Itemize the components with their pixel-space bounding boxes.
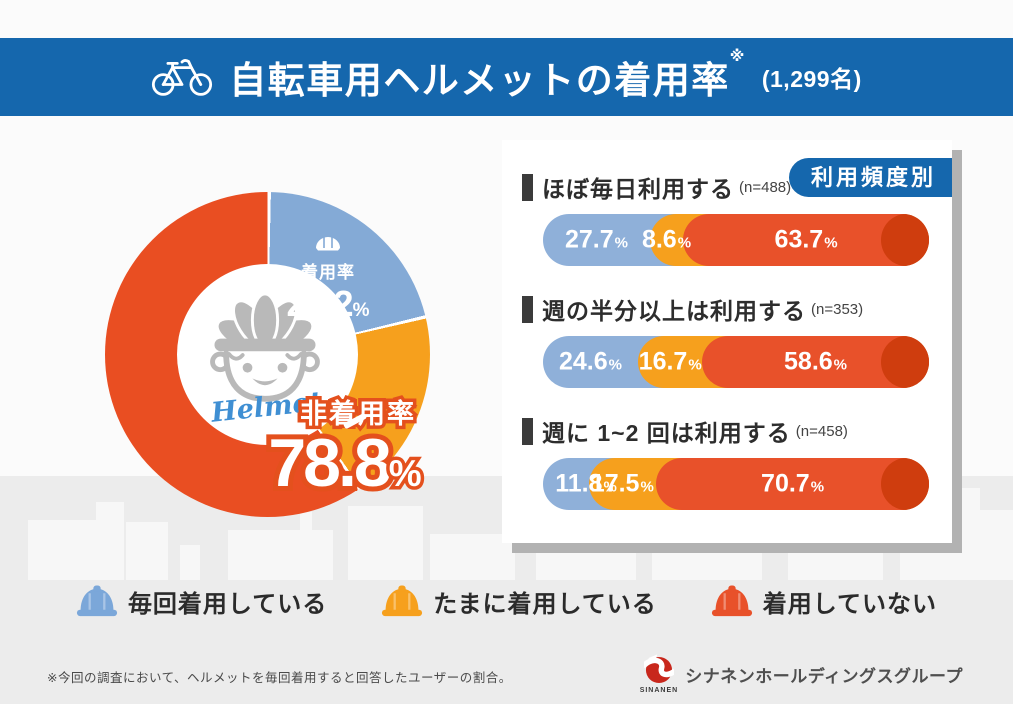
skyline-building: [430, 534, 515, 580]
bar-value-label: 17.5%: [590, 469, 654, 498]
bar-group: 週の半分以上は利用する (n=353) 24.6% 16.7% 58.6%: [522, 294, 934, 388]
skyline-building: [126, 522, 168, 580]
bar-group-title: ほぼ毎日利用する: [542, 176, 734, 202]
logo-mark: SINANEN: [640, 654, 679, 694]
wear-rate-title: 着用率: [301, 263, 355, 282]
hard-hat-icon: [76, 585, 118, 618]
bar-value-label: 70.7%: [761, 469, 825, 498]
bar-value-label: 63.7%: [774, 225, 838, 254]
bar-group: 週に 1~2 回は利用する (n=458) 11.8% 17.5% 70.7%: [522, 416, 934, 510]
legend-item: 着用していない: [711, 584, 937, 619]
bicycle-icon: [152, 59, 213, 96]
bar-value-label: 16.7%: [638, 347, 702, 376]
bar-cylinder-cap: [881, 458, 929, 510]
label-marker: [522, 417, 533, 445]
footnote: ※今回の調査において、ヘルメットを毎回着用すると回答したユーザーの割合。: [47, 671, 512, 685]
label-marker: [522, 173, 533, 201]
legend-item: たまに着用している: [381, 584, 657, 619]
skyline-building: [96, 502, 124, 580]
logo-company-name: シナネンホールディングスグループ: [685, 667, 963, 686]
bar-group-label-row: ほぼ毎日利用する (n=488): [522, 172, 934, 202]
donut-chart: Helmet 着用率 21.2% 非着用率 78.8%: [105, 192, 430, 517]
bar-group-label-row: 週に 1~2 回は利用する (n=458): [522, 416, 934, 446]
skyline-building: [348, 506, 423, 580]
stacked-bar: 27.7% 8.6% 63.7%: [543, 214, 929, 266]
stacked-bar: 24.6% 16.7% 58.6%: [543, 336, 929, 388]
skyline-building: [180, 545, 200, 580]
title-footnote-mark: ※: [729, 48, 746, 65]
bar-value-label: 8.6%: [641, 225, 692, 254]
label-marker: [522, 295, 533, 323]
legend-label: 着用していない: [762, 591, 938, 618]
page-title: 自転車用ヘルメットの着用率※: [229, 48, 746, 101]
bar-group-title: 週の半分以上は利用する: [542, 298, 806, 324]
stacked-bar: 11.8% 17.5% 70.7%: [543, 458, 929, 510]
skyline-building: [228, 530, 333, 580]
bar-value-label: 27.7%: [564, 225, 628, 254]
legend-label: 毎回着用している: [127, 591, 328, 618]
donut-center: Helmet: [177, 264, 358, 445]
bar-group-label-row: 週の半分以上は利用する (n=353): [522, 294, 934, 324]
bar-groups: ほぼ毎日利用する (n=488) 27.7% 8.6% 63.7% 週の半分以上は利…: [522, 172, 934, 538]
bar-value-label: 11.8%: [555, 469, 617, 498]
frequency-panel: 利用頻度別 ほぼ毎日利用する (n=488) 27.7% 8.6% 63.7% 週の…: [502, 140, 952, 543]
sample-size: (1,299名): [761, 66, 862, 92]
sinanen-flame-icon: [643, 654, 674, 684]
helmet-mini-icon: [316, 237, 340, 251]
skyline-building: [300, 512, 312, 580]
nonwear-rate-label: 非着用率 78.8%: [220, 392, 470, 497]
company-logo: SINANEN シナネンホールディングスグループ: [640, 654, 963, 694]
legend: 毎回着用している たまに着用している 着用していない: [0, 584, 1013, 619]
bar-value-label: 58.6%: [784, 347, 848, 376]
bar-group-n: (n=458): [795, 422, 848, 440]
bar-group-title: 週に 1~2 回は利用する: [542, 420, 791, 446]
skyline-building: [28, 520, 108, 580]
wear-rate-value: 21.2%: [286, 283, 370, 324]
bar-group-n: (n=353): [811, 300, 864, 318]
skyline-building: [960, 488, 980, 580]
hard-hat-icon: [711, 585, 753, 618]
header-banner: 自転車用ヘルメットの着用率※ (1,299名): [0, 38, 1013, 116]
wear-rate-label: 着用率 21.2%: [255, 234, 401, 325]
legend-label: たまに着用している: [433, 591, 657, 618]
hard-hat-icon: [381, 585, 423, 618]
legend-item: 毎回着用している: [76, 584, 327, 619]
nonwear-value: 78.8%: [220, 429, 470, 497]
bar-value-label: 24.6%: [558, 347, 622, 376]
helmet-face-icon: [210, 292, 320, 402]
logo-sinanen-text: SINANEN: [639, 687, 679, 694]
bar-group-n: (n=488): [739, 178, 792, 196]
bar-cylinder-cap: [881, 214, 929, 266]
bar-group: ほぼ毎日利用する (n=488) 27.7% 8.6% 63.7%: [522, 172, 934, 266]
bar-cylinder-cap: [881, 336, 929, 388]
panel-badge: 利用頻度別: [788, 158, 952, 197]
